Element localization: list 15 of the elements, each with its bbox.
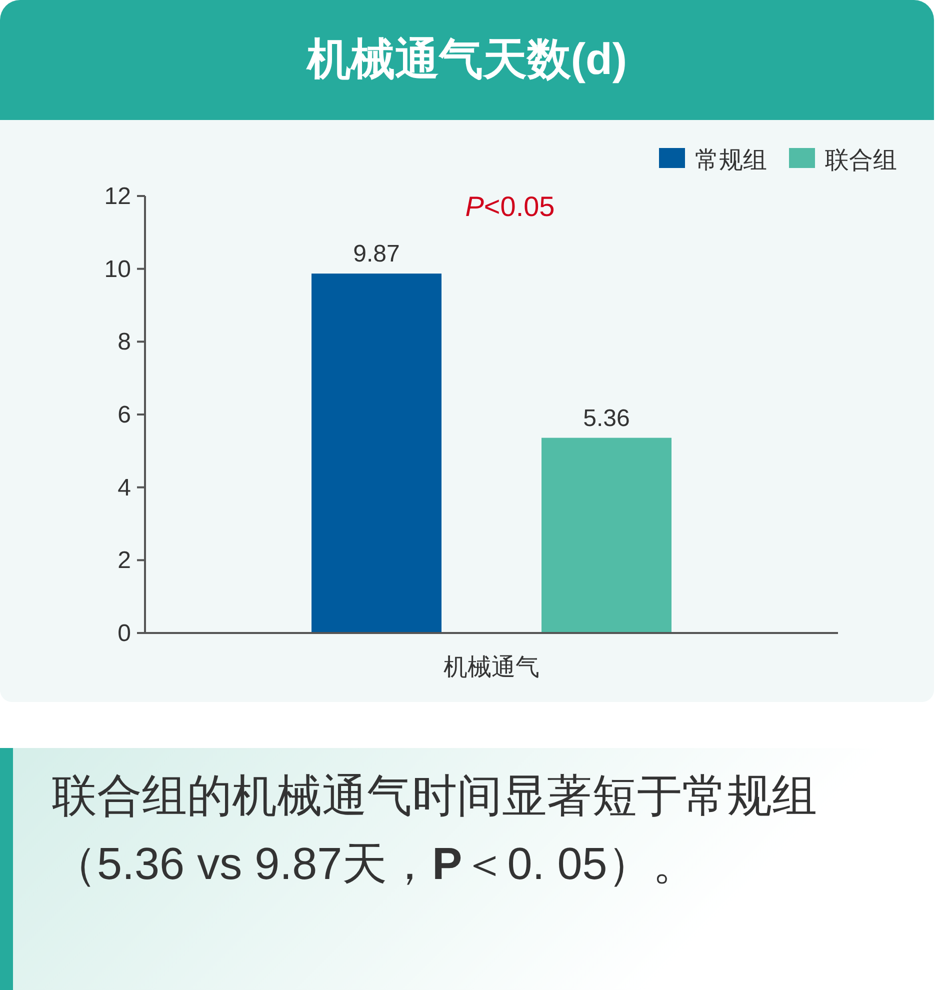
y-tick-label: 4 — [118, 474, 131, 502]
x-tick-label: 机械通气 — [444, 654, 540, 681]
y-tick-label: 10 — [104, 256, 131, 283]
y-tick-label: 2 — [118, 547, 131, 574]
data-label: 5.36 — [583, 404, 630, 432]
title: 机械通气天数(d) — [0, 0, 934, 120]
legend-label: 常规组 — [695, 147, 767, 174]
y-tick-label: 8 — [118, 328, 131, 356]
annotation: P<0.05 — [465, 191, 555, 222]
legend-label: 联合组 — [825, 147, 897, 174]
y-tick-label: 12 — [104, 183, 131, 210]
y-tick-label: 0 — [118, 620, 131, 647]
y-tick-label: 6 — [118, 402, 131, 428]
text: 联合组的机械通气时间显著短于常规组（5.36 vs 9.87天，P＜0. 05）。 — [52, 769, 818, 891]
data-label: 9.87 — [353, 240, 400, 268]
